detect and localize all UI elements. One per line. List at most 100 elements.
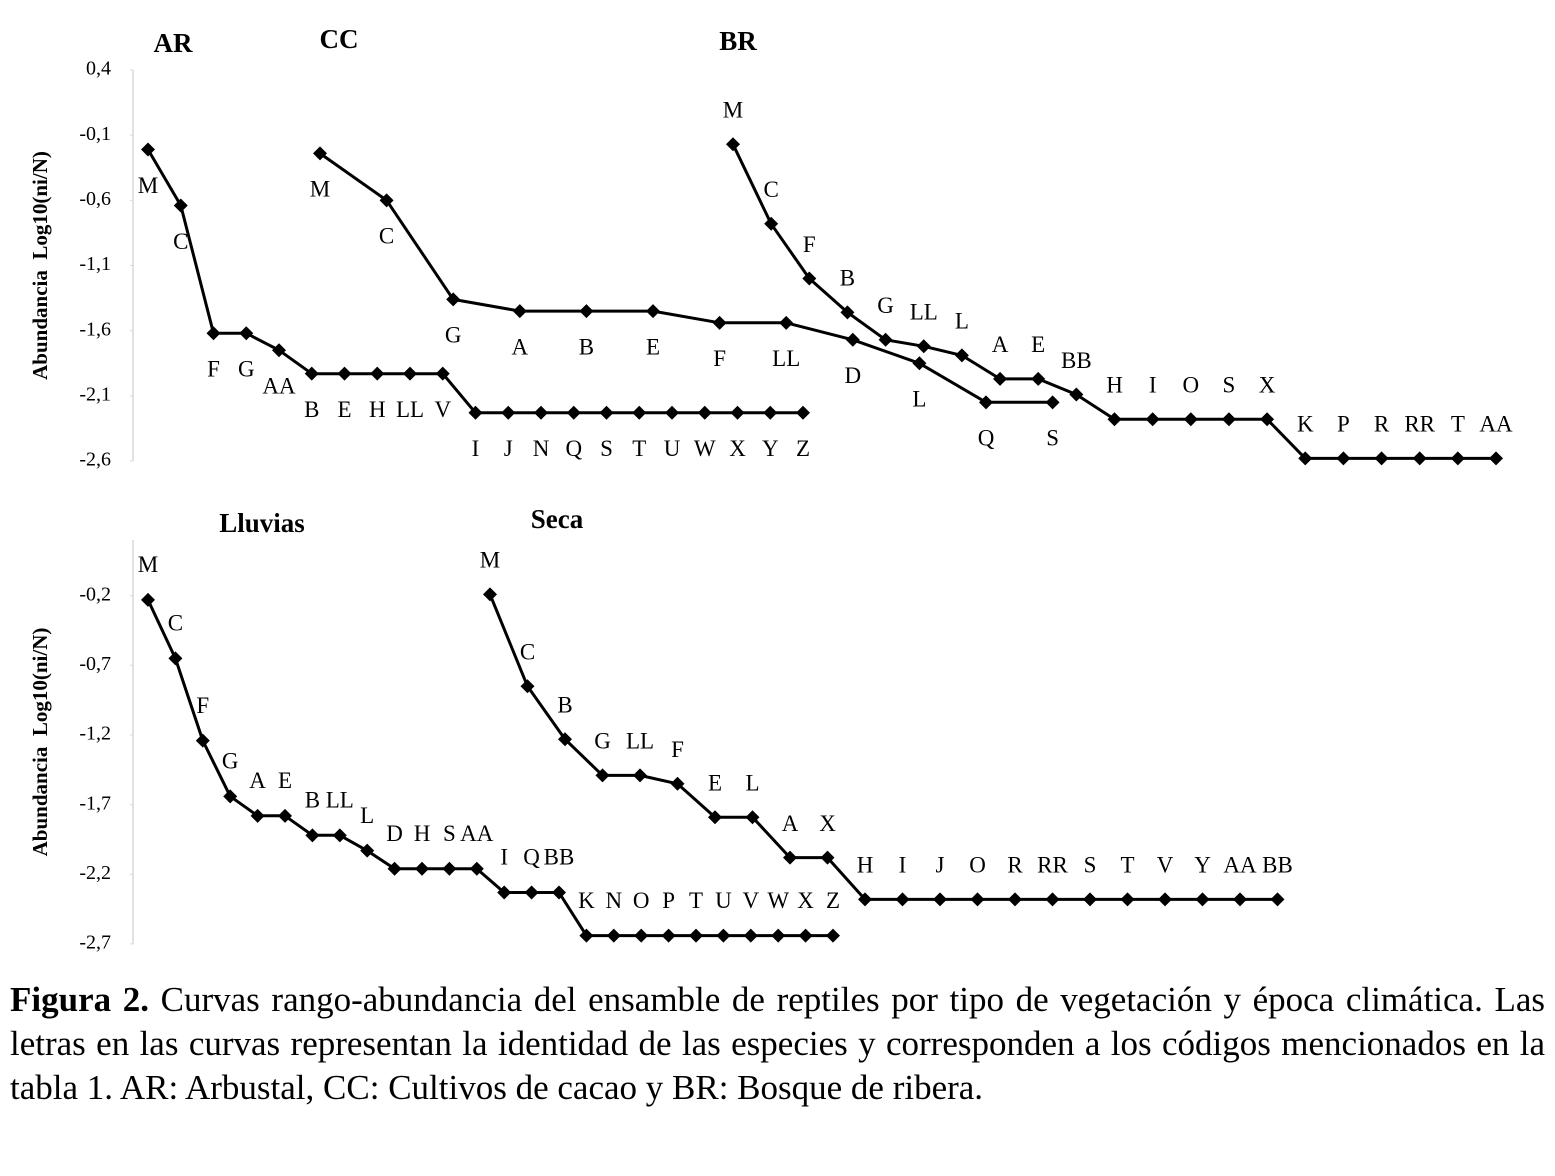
marker (534, 405, 548, 420)
point-label: AA (1223, 853, 1257, 878)
marker (599, 405, 614, 420)
point-label: M (723, 98, 743, 123)
marker (497, 885, 512, 900)
point-label: L (912, 387, 926, 412)
marker (783, 850, 797, 865)
marker (469, 861, 484, 876)
point-label: T (1120, 853, 1134, 878)
marker (606, 928, 621, 943)
marker (661, 928, 676, 943)
y-axis-label: Abundancia Log10(ni/N) (28, 151, 52, 380)
point-label: Q (523, 845, 540, 870)
point-label: K (578, 888, 595, 913)
marker (524, 885, 539, 900)
y-tick-label: -0,1 (79, 123, 111, 145)
point-label: B (557, 692, 572, 717)
marker (403, 366, 417, 381)
point-label: N (605, 888, 622, 913)
marker (779, 315, 794, 330)
point-label: H (414, 821, 431, 846)
point-label: U (664, 436, 681, 461)
marker (415, 861, 429, 876)
point-label: I (1149, 373, 1157, 398)
point-label: S (1223, 373, 1236, 398)
marker (1045, 892, 1060, 907)
point-label: B (840, 266, 855, 291)
point-label: I (500, 845, 508, 870)
point-label: M (138, 552, 158, 577)
point-label: E (708, 771, 722, 796)
marker (665, 405, 679, 420)
marker (1270, 892, 1285, 907)
point-label: Y (1194, 853, 1211, 878)
marker (141, 592, 155, 607)
marker (552, 885, 566, 900)
marker (712, 315, 727, 330)
point-label: S (1084, 853, 1097, 878)
point-label: M (310, 177, 330, 202)
point-label: F (803, 232, 816, 257)
point-label: S (443, 821, 456, 846)
caption-label: Figura 2. (10, 980, 149, 1019)
point-label: C (763, 177, 778, 202)
marker (697, 405, 712, 420)
point-label: Q (978, 426, 995, 451)
point-label: G (594, 729, 611, 754)
y-tick-label: -1,2 (79, 723, 111, 745)
point-label: G (877, 293, 894, 318)
point-label: O (1182, 373, 1199, 398)
marker (916, 339, 931, 354)
marker (595, 768, 610, 783)
marker (1008, 892, 1022, 907)
y-tick-label: -0,2 (79, 583, 111, 605)
point-label: P (1337, 412, 1350, 437)
point-label: B (304, 397, 319, 422)
point-label: U (715, 888, 732, 913)
marker (845, 332, 860, 347)
point-label: D (844, 363, 861, 388)
point-label: A (511, 334, 528, 359)
marker (933, 892, 947, 907)
y-tick-label: -2,2 (79, 862, 111, 884)
marker (278, 808, 292, 823)
marker (1221, 412, 1236, 427)
point-label: S (600, 436, 613, 461)
marker (771, 928, 786, 943)
point-label: RR (1404, 412, 1435, 437)
point-label: Z (826, 888, 840, 913)
point-label: N (533, 436, 550, 461)
marker (579, 304, 594, 319)
point-label: A (782, 811, 799, 836)
marker (689, 928, 703, 943)
y-tick-label: -1,6 (79, 318, 111, 340)
marker (716, 928, 731, 943)
y-tick-label: -0,7 (79, 653, 111, 675)
marker (442, 861, 457, 876)
marker (1233, 892, 1247, 907)
series-title: CC (320, 24, 359, 54)
point-label: I (899, 853, 907, 878)
point-label: B (579, 334, 594, 359)
marker (993, 371, 1008, 386)
point-label: W (767, 888, 789, 913)
point-label: BB (1061, 348, 1092, 373)
point-label: V (742, 888, 759, 913)
marker (878, 332, 893, 347)
point-label: T (632, 436, 646, 461)
marker (708, 810, 722, 825)
marker (206, 326, 221, 341)
point-label: M (480, 548, 500, 573)
marker (1450, 451, 1465, 466)
caption: Figura 2. Curvas rango-abundancia del en… (10, 978, 1545, 1110)
point-label: BB (544, 845, 575, 870)
point-label: G (445, 323, 462, 348)
marker (745, 810, 760, 825)
point-label: X (797, 888, 814, 913)
point-label: O (969, 853, 986, 878)
point-label: F (207, 357, 220, 382)
point-label: L (360, 803, 374, 828)
marker (520, 679, 535, 694)
point-label: J (936, 853, 945, 878)
point-label: D (386, 821, 403, 846)
point-label: F (671, 737, 684, 762)
